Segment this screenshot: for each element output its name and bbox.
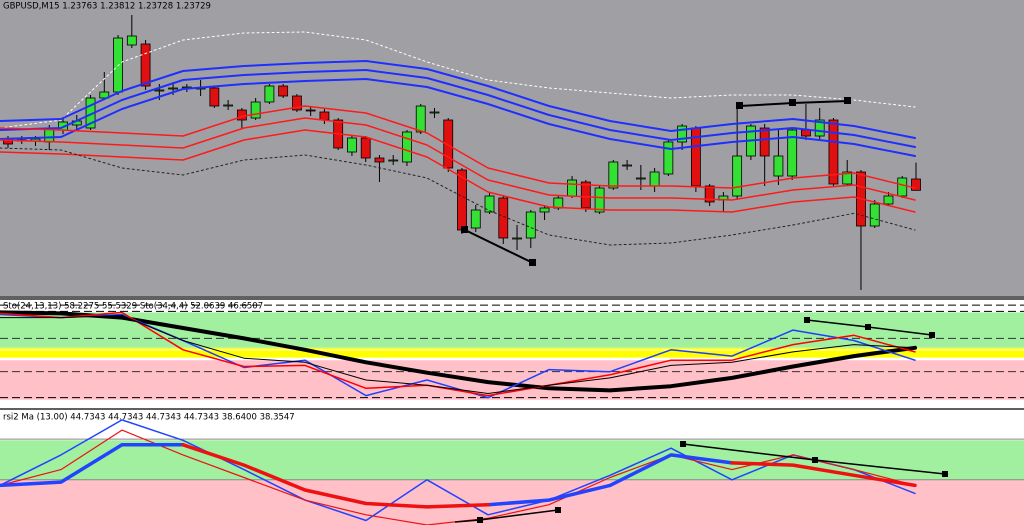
candle-body [292, 95, 302, 111]
candle-body [484, 195, 495, 213]
trend-marker [929, 332, 935, 338]
candle-body [347, 137, 357, 153]
series-line [0, 69, 916, 148]
zone [0, 360, 1024, 400]
trend-marker [461, 226, 468, 233]
candle-body [388, 159, 399, 162]
candle-body [622, 164, 632, 167]
candle-body [168, 87, 178, 90]
series-line [0, 105, 916, 189]
candle-body [223, 104, 234, 107]
candle-body [801, 129, 811, 137]
trend-marker [812, 457, 818, 463]
candle-body [126, 35, 137, 46]
panel-title: Sto(24,13,13) 58.2275 55.5329 Sto(34,4,4… [3, 302, 263, 312]
candle-body [250, 101, 261, 119]
candle-body [154, 89, 165, 92]
candle-body [663, 141, 674, 175]
candle-body [883, 195, 894, 205]
trendlines [454, 97, 948, 523]
candle-body [539, 207, 550, 213]
series-line [181, 443, 917, 509]
candle-body [567, 179, 577, 197]
candle-body [814, 119, 825, 137]
candle-body [470, 209, 481, 229]
candle-body [360, 137, 371, 159]
trend-marker [680, 441, 686, 447]
candle-body [498, 197, 509, 239]
series-line [0, 311, 916, 397]
candle-body [319, 111, 330, 121]
candle-body [305, 109, 316, 112]
series-line [0, 129, 916, 213]
candle-body [677, 125, 688, 143]
candle-body [264, 85, 275, 103]
candle-body [140, 43, 151, 87]
zone [0, 312, 1024, 348]
candle-body [842, 171, 853, 185]
candle-body [649, 171, 660, 187]
zone [0, 440, 1024, 480]
candle-body [608, 161, 619, 189]
series-line [0, 60, 916, 139]
trend-marker [789, 99, 796, 106]
trend-marker [804, 317, 810, 323]
candle-body [209, 87, 220, 107]
trend-marker [942, 471, 948, 477]
series-line [0, 117, 916, 201]
candle-body [374, 157, 385, 163]
candle-body [512, 237, 522, 240]
zone [0, 347, 1024, 359]
trend-marker [844, 97, 851, 104]
candle-body [402, 131, 412, 163]
trend-marker [865, 324, 871, 330]
series-line [0, 419, 916, 522]
candle-body [113, 37, 123, 93]
trend-marker [555, 507, 561, 513]
candle-body [759, 127, 770, 157]
candle-body [869, 203, 880, 227]
series-line [0, 31, 916, 129]
candle-body [443, 119, 454, 169]
candle-body [525, 211, 536, 239]
series-line [0, 443, 734, 507]
candle-body [580, 181, 591, 209]
candle-body [773, 155, 784, 177]
series-line [0, 310, 917, 393]
candle-body [278, 85, 289, 97]
candle-body [594, 187, 605, 213]
series-line [0, 315, 916, 394]
candle-body [429, 111, 440, 114]
candle-body [635, 177, 646, 180]
trend-marker [529, 259, 536, 266]
trendline [464, 229, 534, 264]
candle-body [787, 129, 798, 177]
candle-body [911, 178, 921, 191]
panel-title: rsi2 Ma (13.00) 44.7343 44.7343 44.7343 … [3, 413, 295, 423]
trend-marker [736, 102, 743, 109]
candle-body [553, 197, 564, 209]
candle-body [732, 155, 743, 197]
candle-body [897, 177, 908, 197]
panel-title: GBPUSD,M15 1.23763 1.23812 1.23728 1.237… [3, 2, 211, 12]
series-line [0, 147, 916, 246]
candle-body [415, 105, 426, 133]
trend-marker [477, 517, 483, 523]
candle-body [704, 185, 715, 203]
candle-body [828, 119, 839, 185]
candle-body [99, 91, 110, 99]
series-line [0, 78, 916, 157]
